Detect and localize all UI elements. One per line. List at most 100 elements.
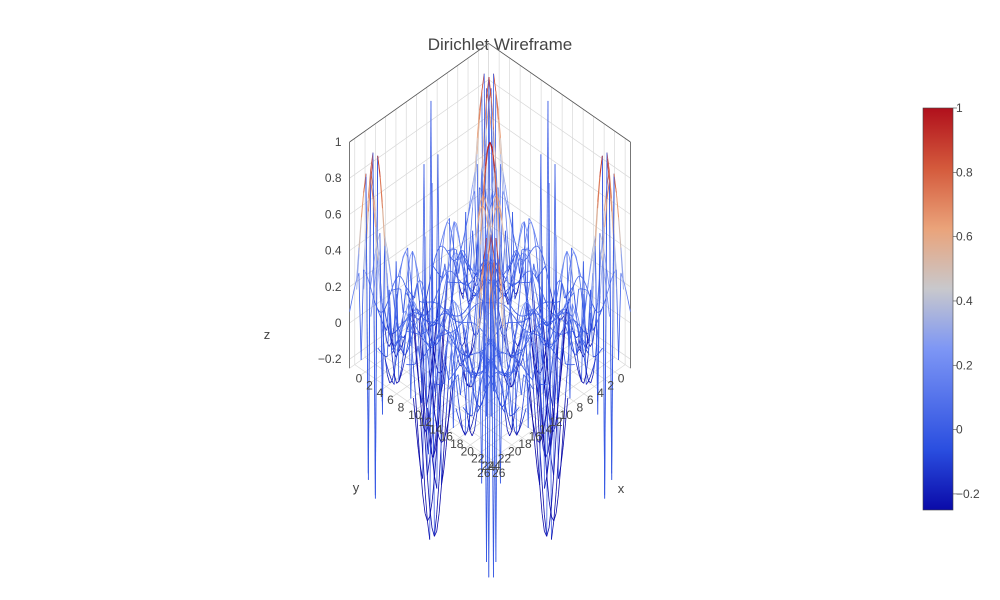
wireframe-segment [443, 365, 447, 384]
wireframe-segment [491, 198, 495, 211]
wireframe-segment [419, 319, 423, 326]
wireframe-segment [426, 330, 430, 338]
wireframe-segment [515, 353, 519, 373]
wireframe-segment [559, 308, 563, 312]
wireframe-segment [531, 263, 535, 282]
wireframe-segment [613, 176, 617, 193]
wireframe-segment [543, 325, 547, 352]
wireframe-segment [465, 305, 469, 310]
wireframe-segment [618, 217, 622, 248]
wireframe-segment [424, 437, 428, 476]
wireframe-segment [520, 321, 523, 323]
y-tick-label: 12 [549, 415, 563, 429]
wireframe-segment [447, 305, 451, 313]
wireframe-segment [443, 447, 447, 470]
wireframe-segment [377, 249, 381, 261]
wireframe-segment [544, 476, 548, 489]
wireframe-segment [513, 352, 517, 361]
wireframe-segment [548, 370, 552, 391]
wireframe-segment [620, 247, 624, 280]
wireframe-segment [408, 302, 412, 315]
wireframe-segment [416, 365, 420, 388]
wireframe-segment [581, 338, 585, 356]
wireframe-segment [391, 328, 395, 342]
wireframe-segment [474, 138, 478, 173]
wireframe-segment [464, 352, 468, 361]
wireframe-segment [396, 338, 400, 356]
wireframe-segment [394, 341, 398, 346]
wireframe-segment [424, 319, 427, 322]
wireframe-segment [534, 329, 538, 332]
wireframe-segment [467, 200, 471, 219]
wireframe-segment [527, 386, 531, 405]
wireframe-segment [472, 171, 476, 185]
wireframe-segment [578, 269, 582, 289]
wireframe-segment [440, 295, 444, 307]
wireframe-segment [571, 303, 576, 311]
wireframe-segment [514, 262, 519, 274]
y-tick-label: 16 [529, 430, 543, 444]
wireframe-segment [393, 330, 397, 334]
wireframe-segment [509, 365, 513, 386]
wireframe-segment [496, 205, 500, 245]
wireframe-segment [465, 212, 469, 303]
wireframe-segment [438, 335, 442, 342]
wireframe-segment [580, 322, 585, 339]
wireframe-segment [415, 332, 418, 335]
wireframe-segment [381, 236, 386, 402]
wireframe-segment [474, 412, 478, 431]
wireframe-segment [360, 269, 364, 361]
colorbar-tick-label: 0 [956, 423, 963, 437]
wireframe-segment [393, 374, 397, 384]
wireframe-segment [498, 201, 503, 218]
wireframe-segment [505, 263, 510, 290]
wireframe-segment [474, 154, 478, 191]
wireframe-segment [426, 320, 430, 323]
y-tick-label: 24 [487, 459, 501, 473]
wireframe-segment [505, 295, 509, 305]
wireframe-segment [548, 337, 552, 343]
wireframe-segment [467, 263, 471, 268]
wireframe-segment [456, 253, 460, 257]
wireframe-segment [445, 419, 449, 433]
wireframe-segment [527, 313, 531, 321]
wireframe-segment [415, 309, 419, 331]
wireframe-segment [450, 386, 454, 405]
wireframe-segment [541, 426, 545, 438]
axis-ticks: 0246810121416182022242602468101214161820… [318, 135, 625, 480]
wireframe-segment [541, 246, 545, 489]
wireframe-segment [615, 192, 620, 218]
wireframe-segment [429, 506, 433, 528]
wireframe-segment [403, 320, 407, 326]
wireframe-segment [538, 283, 542, 303]
wireframe-segment [396, 322, 400, 339]
wireframe-segment [460, 371, 464, 396]
wireframe-segment [479, 274, 483, 300]
wireframe-segment [505, 292, 509, 300]
wireframe-segment [412, 251, 416, 259]
wireframe-segment [561, 258, 565, 269]
wireframe-segment [571, 349, 575, 355]
wireframe-segment [426, 475, 431, 507]
wireframe-segment [470, 346, 474, 354]
wireframe-segment [370, 152, 374, 171]
wireframe-segment [515, 353, 519, 356]
wireframe-segment [409, 251, 413, 346]
wireframe-segment [452, 318, 456, 321]
wireframe-segment [553, 437, 557, 476]
wireframe-segment [375, 227, 379, 261]
wireframe-segment [424, 513, 428, 522]
wireframe-segment [444, 271, 448, 301]
wireframe-segment [451, 273, 455, 293]
wireframe-segment [522, 319, 526, 322]
x-tick-label: 2 [366, 379, 373, 393]
wireframe-segment [495, 237, 499, 260]
wireframe-segment [495, 91, 499, 120]
wireframe-segment [552, 399, 556, 433]
wireframe-segment [457, 364, 461, 369]
wireframe-segment [405, 303, 409, 311]
wireframe-segment [464, 394, 468, 416]
wireframe-segment [564, 332, 568, 334]
wireframe-segment [468, 282, 471, 285]
wireframe-segment [393, 303, 397, 323]
